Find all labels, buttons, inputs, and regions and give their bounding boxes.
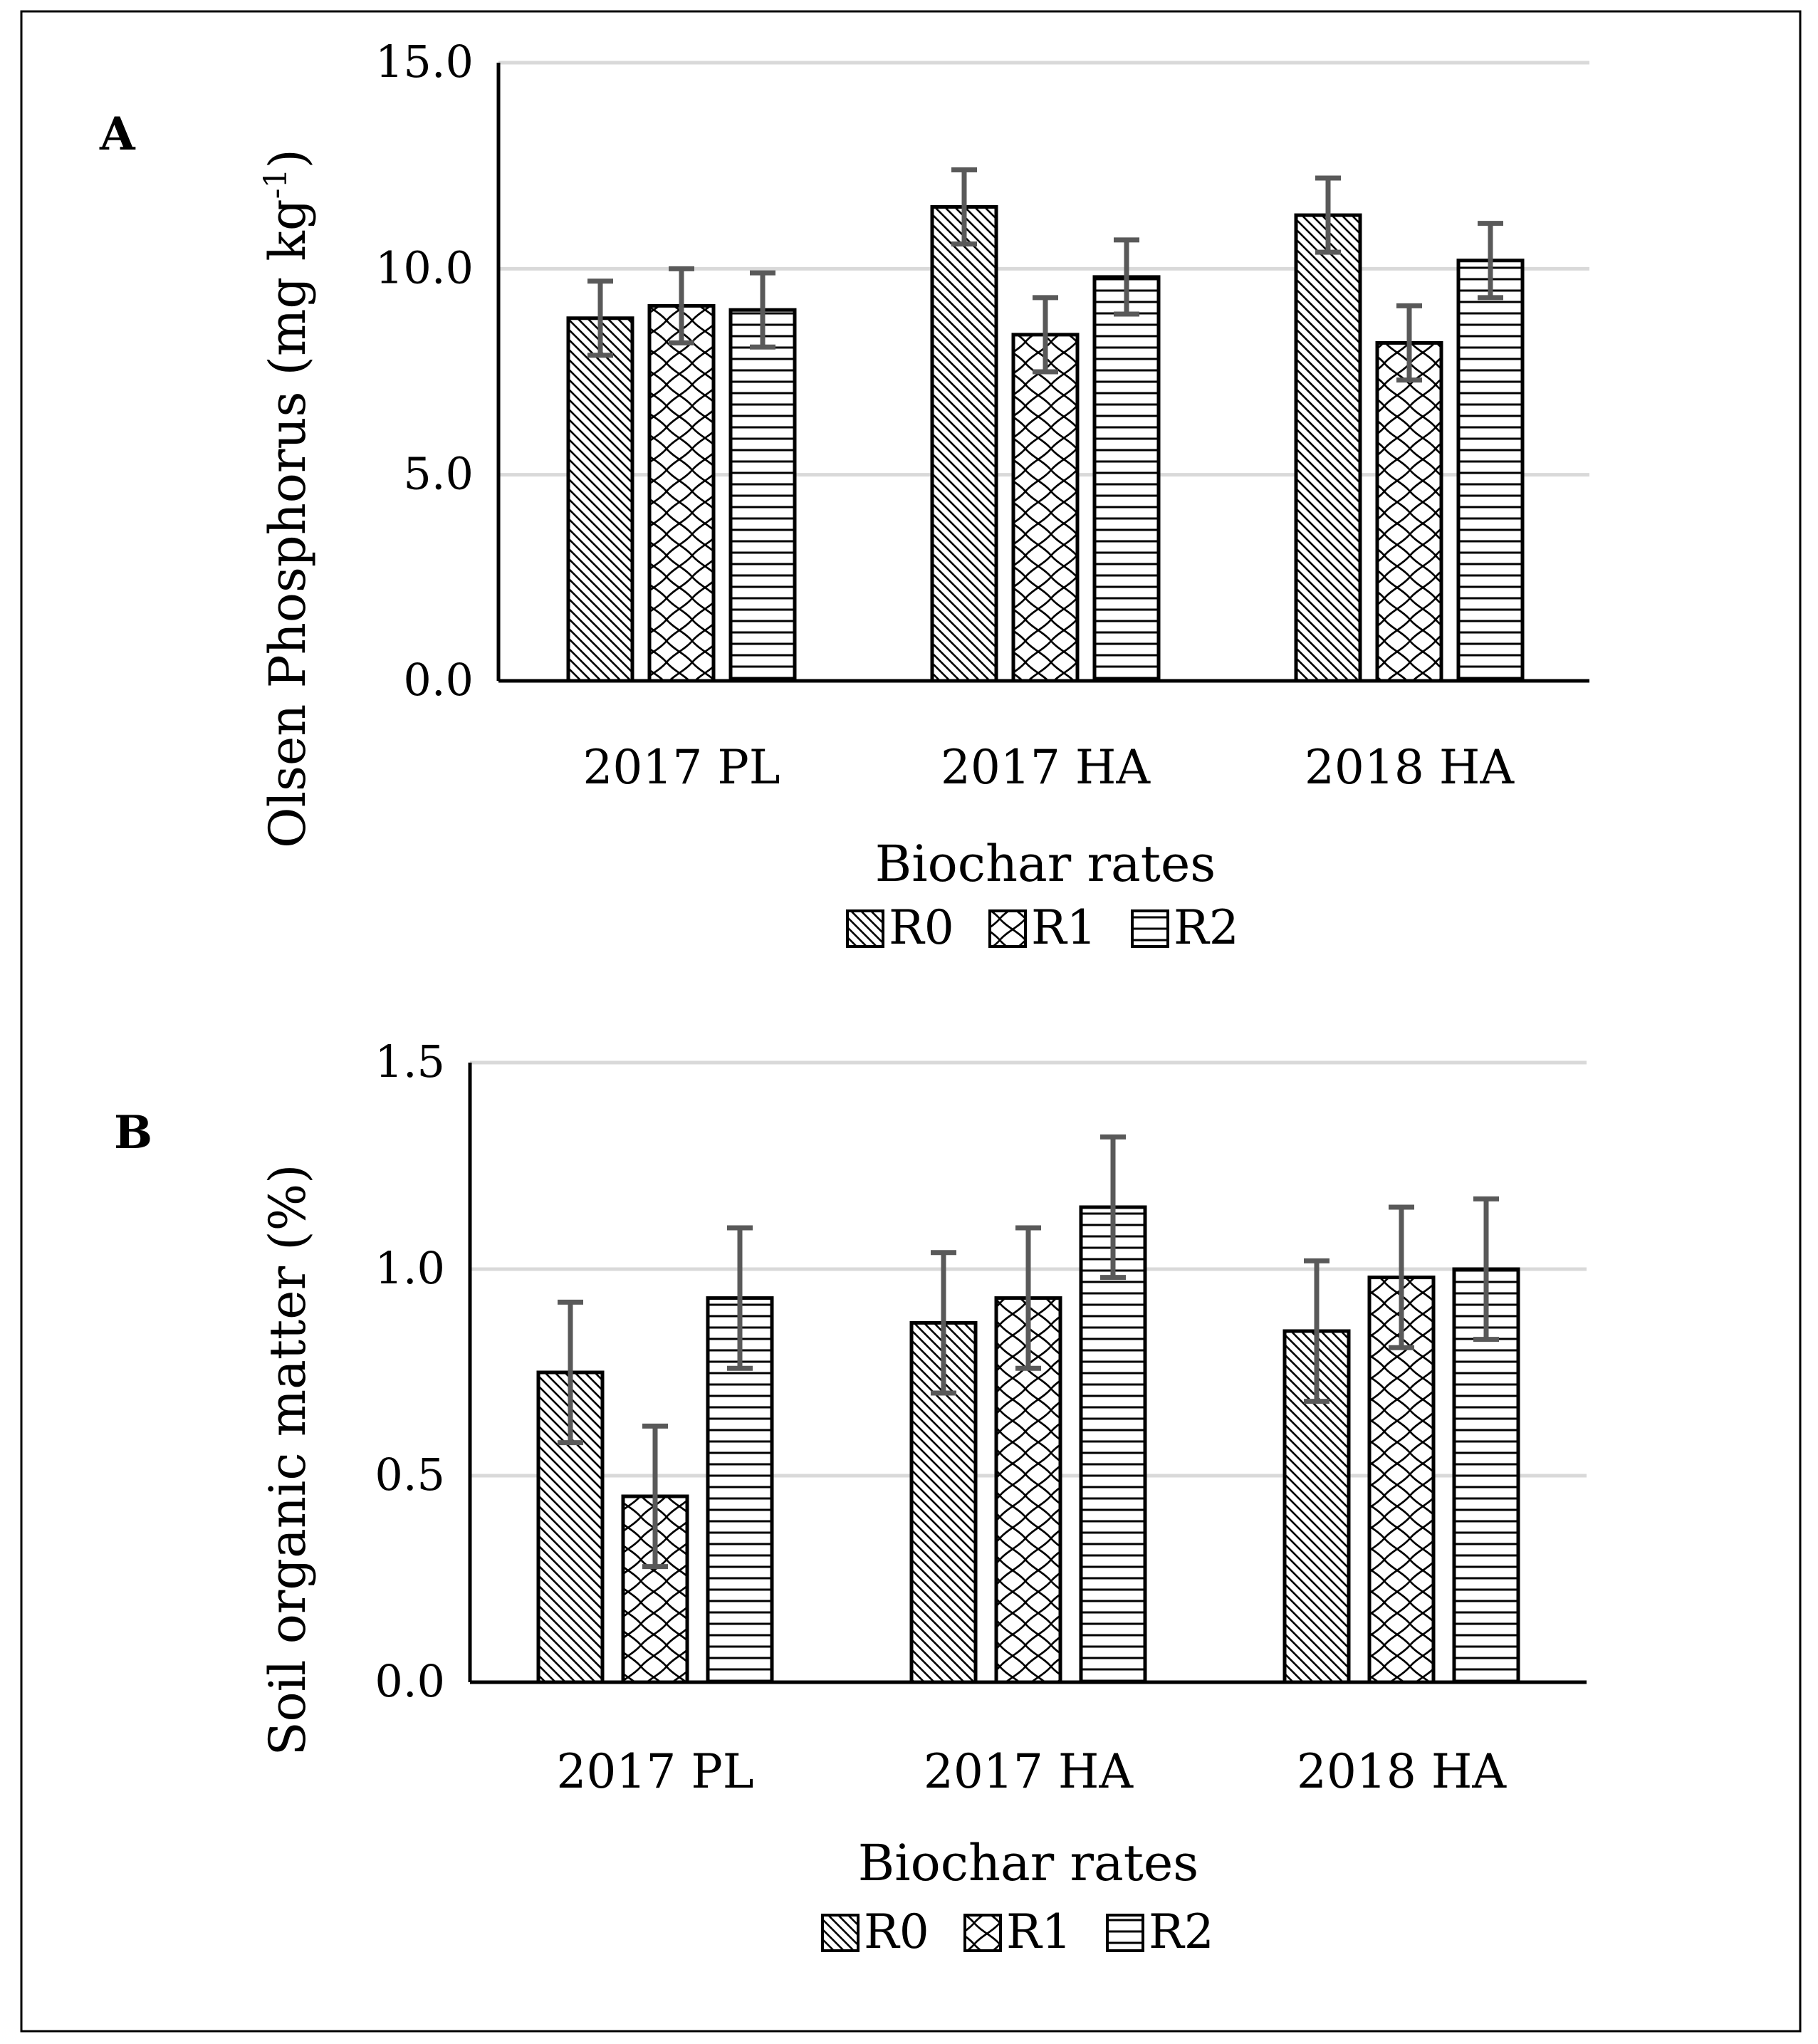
- panel-b-y-tick-label: 0.0: [375, 1655, 445, 1707]
- panel-b-legend-item-r1: R1: [963, 1904, 1072, 1959]
- panel-a-y-axis-title-superscript: -1: [258, 169, 294, 199]
- panel-a-legend-label-r2: R2: [1174, 900, 1239, 955]
- panel-a-legend: R0 R1 R2: [846, 900, 1239, 955]
- panel-b-y-tick-labels: 0.0 0.5 1.0 1.5: [375, 1036, 445, 1707]
- panel-a-bars: [566, 205, 1525, 683]
- panel-a-error-bar-r0: [587, 278, 613, 358]
- panel-a-y-axis-title-close: ): [258, 149, 317, 168]
- panel-b-error-bar-r0: [1304, 1258, 1329, 1404]
- panel-a-bar-r1: [1375, 340, 1443, 683]
- panel-b-x-tick-labels: 2017 PL 2017 HA 2018 HA: [556, 1744, 1507, 1799]
- panel-a-error-bar-r2: [1478, 221, 1503, 301]
- panel-b-y-tick-label: 1.0: [375, 1242, 445, 1294]
- panel-a-bar-r2: [728, 308, 797, 683]
- panel-a-x-axis-title: Biochar rates: [875, 835, 1216, 893]
- panel-a-bar-r2: [1092, 275, 1161, 683]
- panel-b-y-tick-label: 1.5: [375, 1036, 445, 1088]
- panel-a-chart: A 0.0 5.0 10.0 15.0 2017 PL 2017 HA 2018 HA O…: [99, 36, 1589, 955]
- panel-a-bar-r2: [1456, 259, 1525, 683]
- panel-b-error-bar-r0: [931, 1250, 956, 1396]
- panel-b-chart: B 0.0 0.5 1.0 1.5 2017 PL 2017 HA 2018 HA Soi…: [114, 1036, 1587, 1959]
- panel-b-x-tick-label: 2018 HA: [1297, 1744, 1508, 1799]
- panel-a-bar-r0: [930, 205, 998, 683]
- panel-a-error-bar-r0: [1315, 175, 1341, 255]
- panel-b-letter: B: [114, 1106, 152, 1159]
- panel-a-error-bars: [587, 167, 1503, 383]
- panel-a-y-tick-label: 0.0: [403, 654, 474, 706]
- panel-b-legend-swatch-r2: [1106, 1914, 1144, 1952]
- panel-b-legend: R0 R1 R2: [821, 1904, 1214, 1959]
- panel-b-error-bar-r2: [1473, 1196, 1499, 1342]
- panel-a-x-tick-labels: 2017 PL 2017 HA 2018 HA: [583, 740, 1515, 795]
- panel-a-y-tick-label: 5.0: [403, 448, 474, 500]
- panel-a-x-tick-label: 2017 HA: [941, 740, 1151, 795]
- panel-a-legend-swatch-r1: [988, 909, 1027, 948]
- panel-b-y-tick-label: 0.5: [375, 1449, 445, 1501]
- figure-frame: [20, 10, 1802, 2033]
- panel-b-error-bar-r1: [642, 1423, 668, 1570]
- panel-b-x-tick-label: 2017 HA: [924, 1744, 1134, 1799]
- panel-b-error-bars: [558, 1134, 1499, 1570]
- panel-a-legend-item-r0: R0: [846, 900, 954, 955]
- panel-a-error-bar-r2: [1114, 237, 1139, 317]
- panel-a-error-bar-r1: [1033, 295, 1058, 375]
- panel-a-y-tick-label: 15.0: [375, 36, 474, 88]
- panel-a-legend-item-r1: R1: [988, 900, 1097, 955]
- panel-b-x-axis-title: Biochar rates: [858, 1834, 1198, 1892]
- panel-a-error-bar-r0: [951, 167, 977, 247]
- panel-a-bar-r1: [647, 303, 716, 683]
- panel-b-x-tick-label: 2017 PL: [556, 1744, 753, 1799]
- panel-a-error-bar-r1: [1396, 303, 1422, 383]
- panel-a-error-bar-r2: [750, 270, 775, 350]
- panel-a-error-bar-r1: [669, 266, 694, 345]
- panel-b-legend-label-r2: R2: [1149, 1904, 1214, 1959]
- panel-a-legend-label-r1: R1: [1031, 900, 1097, 955]
- panel-b-error-bar-r2: [727, 1225, 753, 1371]
- panel-a-y-tick-labels: 0.0 5.0 10.0 15.0: [375, 36, 474, 706]
- panel-a-bar-r1: [1011, 333, 1080, 683]
- panel-b-legend-label-r0: R0: [864, 1904, 929, 1959]
- panel-b-y-axis-title: Soil organic matter (%): [258, 1164, 317, 1756]
- panel-b-legend-label-r1: R1: [1006, 1904, 1072, 1959]
- panel-a-y-tick-label: 10.0: [375, 241, 474, 293]
- panel-a-bar-r0: [1294, 213, 1362, 683]
- panel-a-legend-swatch-r0: [846, 909, 884, 948]
- panel-a-legend-swatch-r2: [1131, 909, 1169, 948]
- panel-a-legend-item-r2: R2: [1131, 900, 1239, 955]
- panel-a-legend-label-r0: R0: [889, 900, 954, 955]
- panel-b-error-bar-r1: [1389, 1204, 1414, 1350]
- panel-b-legend-item-r0: R0: [821, 1904, 929, 1959]
- panel-b-legend-swatch-r0: [821, 1914, 860, 1952]
- panel-b-legend-swatch-r1: [963, 1914, 1002, 1952]
- panel-a-x-tick-label: 2017 PL: [583, 740, 780, 795]
- panel-b-error-bar-r1: [1015, 1225, 1041, 1371]
- panel-b-error-bar-r0: [558, 1299, 583, 1446]
- panel-a-x-tick-label: 2018 HA: [1305, 740, 1515, 795]
- panel-b-bar-r2: [1079, 1205, 1147, 1684]
- panel-b-error-bar-r2: [1100, 1134, 1126, 1281]
- panel-b-legend-item-r2: R2: [1106, 1904, 1214, 1959]
- panel-a-y-axis-title: Olsen Phosphorus (mg kg-1): [258, 149, 317, 848]
- panel-a-bar-r0: [566, 316, 634, 683]
- panel-a-letter: A: [99, 108, 136, 161]
